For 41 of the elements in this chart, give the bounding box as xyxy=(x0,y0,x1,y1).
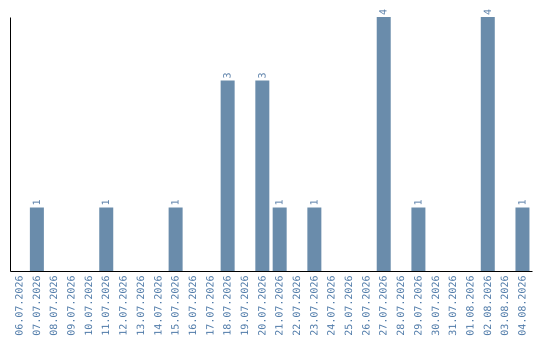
x-tick-label: 01.08.2026 xyxy=(465,276,476,336)
x-tick-label: 10.07.2026 xyxy=(84,276,95,336)
data-label: 1 xyxy=(517,199,528,206)
x-tick-label: 31.07.2026 xyxy=(448,276,460,336)
x-tick-label: 11.07.2026 xyxy=(101,276,112,336)
data-label: 1 xyxy=(309,199,320,206)
x-tick-label: 22.07.2026 xyxy=(292,276,304,336)
data-label: 4 xyxy=(482,8,494,15)
x-tick-label: 23.07.2026 xyxy=(309,276,320,336)
data-label: 3 xyxy=(222,72,234,78)
x-tick-label: 02.08.2026 xyxy=(482,276,494,336)
data-label: 3 xyxy=(257,72,268,78)
x-tick-label: 15.07.2026 xyxy=(170,276,182,336)
data-label: 1 xyxy=(413,199,424,206)
data-label: 1 xyxy=(274,199,286,206)
x-tick-label: 26.07.2026 xyxy=(361,276,372,336)
x-tick-label: 09.07.2026 xyxy=(66,276,78,336)
x-tick-label: 19.07.2026 xyxy=(240,276,251,336)
x-tick-label: 08.07.2026 xyxy=(49,276,60,336)
data-label: 4 xyxy=(378,8,390,15)
x-tick-label: 16.07.2026 xyxy=(188,276,199,336)
x-tick-label: 13.07.2026 xyxy=(136,276,147,336)
x-tick-label: 27.07.2026 xyxy=(378,276,390,336)
x-tick-label: 04.08.2026 xyxy=(517,276,528,336)
x-tick-label: 20.07.2026 xyxy=(257,276,268,336)
x-tick-label: 12.07.2026 xyxy=(118,276,130,336)
x-tick-label: 17.07.2026 xyxy=(205,276,216,336)
data-label: 1 xyxy=(101,199,112,206)
x-tick-label: 18.07.2026 xyxy=(222,276,234,336)
x-tick-label: 03.08.2026 xyxy=(500,276,512,336)
x-tick-label: 21.07.2026 xyxy=(274,276,286,336)
data-label: 1 xyxy=(170,199,182,206)
data-label: 1 xyxy=(32,199,43,206)
x-tick-label: 28.07.2026 xyxy=(396,276,408,336)
x-tick-label: 29.07.2026 xyxy=(413,276,424,336)
x-tick-label: 25.07.2026 xyxy=(344,276,356,336)
x-tick-label: 24.07.2026 xyxy=(326,276,338,336)
x-tick-label: 14.07.2026 xyxy=(153,276,164,336)
x-tick-label: 07.07.2026 xyxy=(32,276,43,336)
x-tick-label: 30.07.2026 xyxy=(430,276,442,336)
x-tick-label: 06.07.2026 xyxy=(14,276,26,336)
